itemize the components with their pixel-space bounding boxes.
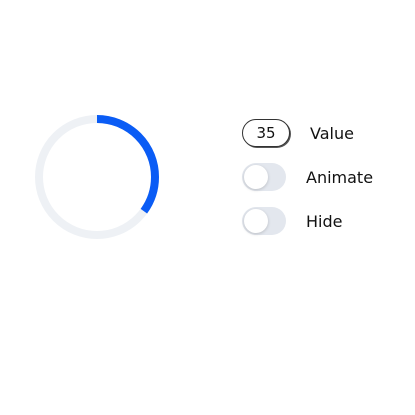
hide-toggle[interactable] [242,207,286,235]
toggle-knob [244,165,268,189]
value-row: Value [242,118,402,148]
circular-progress [35,115,159,239]
toggle-knob [244,209,268,233]
value-input[interactable] [242,119,290,147]
animate-toggle[interactable] [242,163,286,191]
progress-fill [35,115,159,239]
hide-row: Hide [242,206,402,236]
animate-row: Animate [242,162,402,192]
controls-panel: Value Animate Hide [242,118,402,250]
value-label: Value [310,123,354,143]
animate-label: Animate [306,167,374,187]
hide-label: Hide [306,211,343,231]
